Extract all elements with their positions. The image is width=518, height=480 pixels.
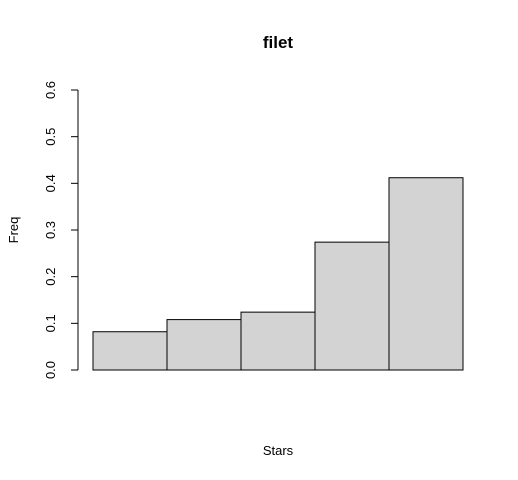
bar-1 (92, 331, 168, 371)
bar-5 (388, 177, 464, 371)
x-axis-label: Stars (263, 443, 294, 458)
bar-3 (240, 311, 316, 371)
y-tick-label: 0.2 (43, 268, 58, 286)
y-tick-label: 0.6 (43, 81, 58, 99)
y-axis-label: Freq (6, 217, 21, 244)
y-axis: 0.0 0.1 0.2 0.3 0.4 0.5 0.6 (43, 81, 79, 379)
bars (92, 177, 464, 371)
y-tick-label: 0.3 (43, 221, 58, 239)
y-tick-label: 0.4 (43, 174, 58, 192)
chart-title: filet (263, 33, 294, 52)
y-tick-label: 0.0 (43, 361, 58, 379)
y-tick-label: 0.1 (43, 314, 58, 332)
bar-2 (166, 319, 242, 371)
y-tick-label: 0.5 (43, 128, 58, 146)
bar-4 (314, 241, 390, 371)
